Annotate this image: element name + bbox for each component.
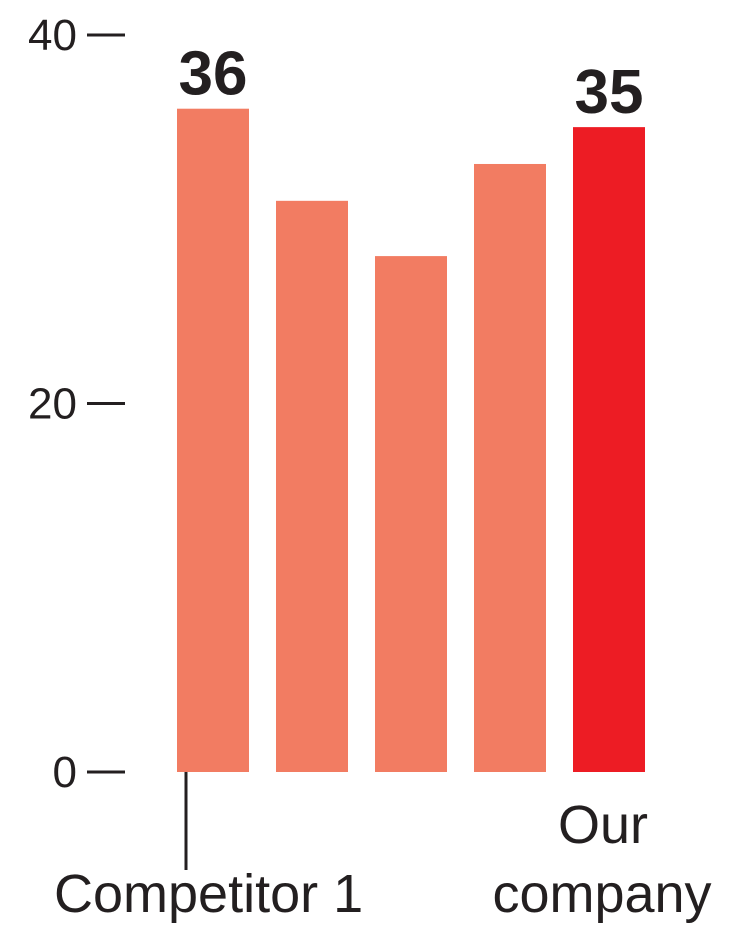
category-labels: Competitor 1 Our company <box>54 772 712 924</box>
bar-value-label: 36 <box>179 40 248 109</box>
y-axis: 0 20 40 <box>28 11 125 797</box>
bar <box>375 256 447 772</box>
category-label: company <box>492 864 711 924</box>
bar <box>474 164 546 772</box>
bar <box>276 201 348 772</box>
y-tick-label: 40 <box>28 11 77 60</box>
y-tick-label: 0 <box>53 748 77 797</box>
bar-value-label: 35 <box>575 58 644 127</box>
bar <box>177 109 249 772</box>
bars <box>177 109 645 772</box>
category-label: Competitor 1 <box>54 864 363 924</box>
y-tick-label: 20 <box>28 380 77 429</box>
category-label: Our <box>558 795 648 855</box>
bar <box>573 127 645 772</box>
